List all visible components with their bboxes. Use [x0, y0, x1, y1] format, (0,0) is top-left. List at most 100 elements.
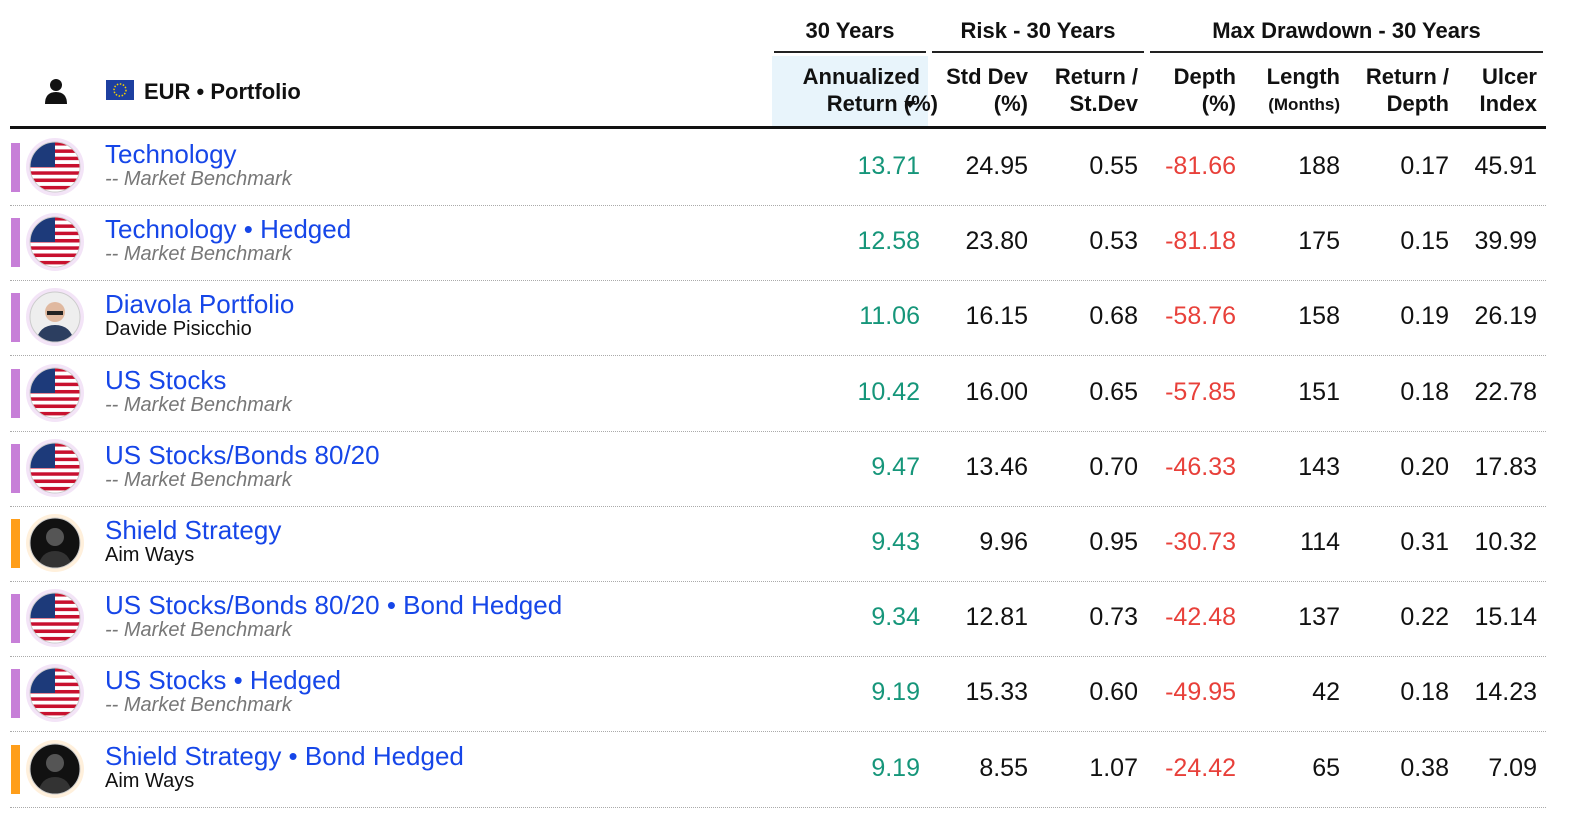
cell-value: -30.73 — [1165, 528, 1236, 556]
cell-value: -49.95 — [1165, 678, 1236, 707]
group-rule — [774, 51, 926, 53]
cell-value: 0.68 — [1089, 302, 1138, 331]
cell-value: 0.38 — [1400, 753, 1449, 782]
cell-value: 0.55 — [1089, 152, 1138, 180]
cell-value: 0.15 — [1400, 227, 1449, 256]
column-header: Return (%) — [826, 91, 938, 116]
portfolio-name[interactable]: US Stocks — [105, 364, 227, 395]
portfolio-subtitle: -- Market Benchmark — [105, 619, 292, 642]
row-separator — [10, 581, 1546, 582]
cell-value: 9.34 — [871, 603, 920, 632]
column-header: Annualized — [802, 64, 920, 89]
avatar — [26, 438, 84, 497]
cell-value: 9.19 — [871, 753, 920, 782]
cell-value: 114 — [1300, 528, 1340, 556]
cell-value: 0.70 — [1089, 452, 1138, 481]
column-header: Depth — [1386, 91, 1449, 116]
cell-value: 0.60 — [1089, 678, 1138, 707]
cell-value: 10.42 — [857, 377, 920, 406]
row-separator — [10, 656, 1546, 658]
person-icon — [45, 79, 67, 104]
cell-value: -46.33 — [1165, 452, 1236, 481]
portfolio-subtitle: -- Market Benchmark — [105, 243, 292, 266]
cell-value: 65 — [1312, 753, 1340, 782]
cell-value: 0.18 — [1400, 678, 1449, 707]
portfolio-name[interactable]: Shield Strategy • Bond Hedged — [105, 740, 464, 771]
cell-value: 13.71 — [857, 152, 920, 180]
cell-value: 10.32 — [1474, 528, 1537, 556]
row-marker — [11, 143, 20, 192]
cell-value: 15.14 — [1474, 603, 1537, 632]
cell-value: 13.46 — [965, 452, 1028, 481]
avatar — [26, 138, 84, 196]
cell-value: 175 — [1298, 227, 1340, 256]
avatar — [26, 363, 84, 422]
portfolio-name[interactable]: US Stocks/Bonds 80/20 — [105, 439, 380, 470]
cell-value: 14.23 — [1474, 678, 1537, 707]
column-header: (%) — [1201, 91, 1236, 116]
portfolio-name[interactable]: Diavola Portfolio — [105, 289, 295, 320]
cell-value: 188 — [1298, 152, 1340, 180]
cell-value: 15.33 — [965, 678, 1028, 707]
cell-value: 45.91 — [1474, 152, 1537, 180]
cell-value: 0.95 — [1089, 528, 1138, 556]
sort-arrow — [904, 101, 916, 108]
avatar — [26, 514, 84, 572]
cell-value: 9.43 — [871, 528, 920, 556]
cell-value: 158 — [1298, 302, 1340, 331]
group-header: Max Drawdown - 30 Years — [1212, 18, 1481, 43]
cell-value: 16.15 — [965, 302, 1028, 331]
portfolio-name[interactable]: US Stocks/Bonds 80/20 • Bond Hedged — [105, 590, 563, 621]
cell-value: 0.22 — [1400, 603, 1449, 632]
column-header: Std Dev — [946, 64, 1028, 89]
avatar — [26, 213, 84, 272]
cell-value: 16.00 — [965, 377, 1028, 406]
portfolio-subtitle: -- Market Benchmark — [105, 168, 292, 190]
row-marker — [11, 218, 20, 268]
cell-value: 137 — [1298, 603, 1340, 632]
cell-value: 7.09 — [1488, 753, 1537, 782]
portfolio-subtitle: -- Market Benchmark — [105, 694, 292, 717]
cell-value: 12.81 — [965, 603, 1028, 632]
portfolio-name[interactable]: US Stocks • Hedged — [105, 665, 341, 696]
cell-value: -42.48 — [1165, 603, 1236, 632]
cell-value: 8.55 — [979, 753, 1028, 782]
column-header: Return / — [1365, 64, 1449, 89]
portfolio-subtitle: Aim Ways — [105, 769, 195, 792]
cell-value: 1.07 — [1089, 753, 1138, 782]
group-header: Risk - 30 Years — [960, 18, 1116, 43]
cell-value: 22.78 — [1474, 377, 1537, 406]
row-separator — [10, 505, 1546, 507]
cell-value: 9.47 — [871, 452, 920, 481]
row-marker — [11, 443, 20, 493]
portfolio-name[interactable]: Shield Strategy — [105, 515, 282, 545]
row-separator — [10, 280, 1546, 282]
cell-value: 0.17 — [1400, 152, 1449, 180]
cell-value: 24.95 — [965, 152, 1028, 180]
column-header: (Months) — [1268, 95, 1340, 114]
row-marker — [11, 669, 20, 719]
cell-value: 11.06 — [859, 302, 920, 331]
avatar — [26, 739, 84, 798]
cell-value: -81.66 — [1165, 152, 1236, 180]
portfolio-name[interactable]: Technology — [105, 139, 237, 169]
avatar — [26, 664, 84, 723]
eu-flag-icon — [106, 80, 134, 100]
cell-value: 0.73 — [1089, 603, 1138, 632]
row-marker — [11, 519, 20, 568]
cell-value: 26.19 — [1474, 302, 1537, 331]
portfolio-name[interactable]: Technology • Hedged — [105, 214, 352, 245]
cell-value: 17.83 — [1474, 452, 1537, 481]
row-separator — [10, 205, 1546, 206]
column-header: St.Dev — [1069, 91, 1138, 116]
column-header: (%) — [993, 91, 1028, 116]
row-separator — [10, 731, 1546, 733]
cell-value: 42 — [1312, 678, 1340, 707]
portfolio-subtitle: Aim Ways — [105, 544, 195, 566]
group-rule — [1150, 51, 1543, 53]
column-header: Ulcer — [1481, 64, 1537, 89]
row-separator — [10, 430, 1546, 432]
cell-value: -58.76 — [1165, 302, 1236, 331]
cell-value: 0.18 — [1400, 377, 1449, 406]
